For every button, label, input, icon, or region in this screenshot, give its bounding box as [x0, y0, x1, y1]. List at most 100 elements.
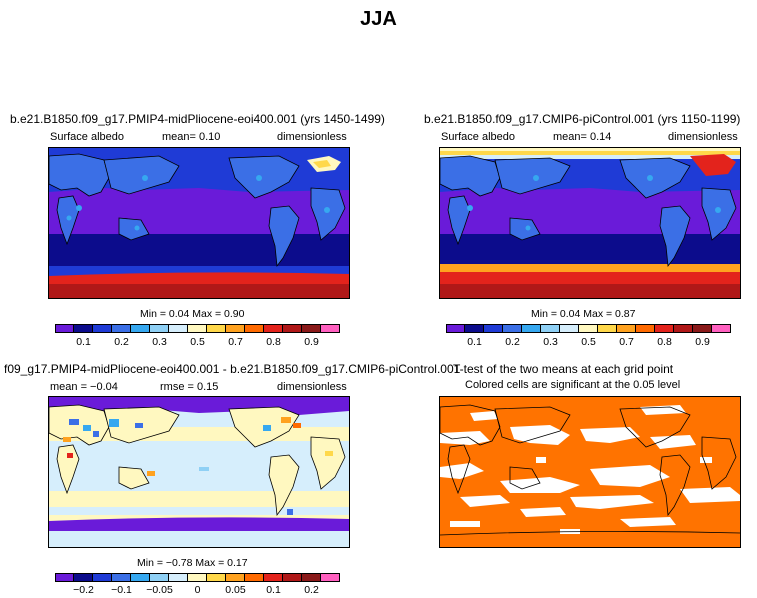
- panel-2-mean: mean= 0.14: [553, 131, 612, 143]
- colorbar-swatch: [131, 573, 150, 582]
- panel-1-colorbar-ticks: 0.1 0.2 0.3 0.5 0.7 0.8 0.9: [55, 336, 340, 350]
- colorbar-tick-label: 0: [194, 584, 201, 596]
- panel-3-colorbar-ticks: −0.2 −0.1 −0.05 0 0.05 0.1 0.2: [55, 584, 340, 598]
- colorbar-swatch: [93, 573, 112, 582]
- colorbar-swatch: [245, 324, 264, 333]
- colorbar-swatch: [188, 573, 207, 582]
- panel-2-variable: Surface albedo: [441, 131, 515, 143]
- colorbar-swatch: [321, 573, 340, 582]
- colorbar-swatch: [55, 573, 74, 582]
- continents: [440, 155, 737, 268]
- colorbar-tick-label: 0.1: [266, 584, 281, 596]
- colorbar-swatch: [226, 573, 245, 582]
- colorbar-tick-label: 0.8: [266, 336, 281, 348]
- colorbar-swatch: [150, 324, 169, 333]
- colorbar-swatch: [283, 573, 302, 582]
- australia: [118, 217, 150, 241]
- colorbar-swatch: [598, 324, 617, 333]
- colorbar-swatch: [321, 324, 340, 333]
- colorbar-tick-label: 0.1: [76, 336, 91, 348]
- colorbar-swatch: [302, 573, 321, 582]
- colorbar-swatch: [465, 324, 484, 333]
- colorbar-tick-label: 0.5: [581, 336, 596, 348]
- panel-2-colorbar: [446, 324, 731, 333]
- panel-3-map-svg: [49, 397, 349, 547]
- colorbar-tick-label: 0.7: [228, 336, 243, 348]
- colorbar-swatch: [264, 573, 283, 582]
- colorbar-swatch: [74, 324, 93, 333]
- panel-2-map: [439, 147, 741, 299]
- figure-title: JJA: [360, 8, 397, 30]
- panel-2-map-svg: [440, 148, 740, 298]
- colorbar-swatch: [207, 324, 226, 333]
- colorbar-tick-label: 0.2: [304, 584, 319, 596]
- colorbar-tick-label: 0.8: [657, 336, 672, 348]
- greenland: [690, 154, 736, 176]
- colorbar-swatch: [579, 324, 598, 333]
- panel-3-map: [48, 396, 350, 548]
- colorbar-tick-label: −0.2: [73, 584, 94, 596]
- colorbar-swatch: [55, 324, 74, 333]
- colorbar-swatch: [207, 573, 226, 582]
- colorbar-swatch: [560, 324, 579, 333]
- colorbar-tick-label: 0.7: [619, 336, 634, 348]
- panel-4-title: T-test of the two means at each grid poi…: [453, 362, 674, 376]
- colorbar-swatch: [712, 324, 731, 333]
- colorbar-tick-label: 0.9: [304, 336, 319, 348]
- colorbar-swatch: [245, 573, 264, 582]
- colorbar-tick-label: 0.05: [225, 584, 246, 596]
- colorbar-swatch: [150, 573, 169, 582]
- panel-2-colorbar-ticks: 0.1 0.2 0.3 0.5 0.7 0.8 0.9: [446, 336, 731, 350]
- colorbar-swatch: [522, 324, 541, 333]
- colorbar-swatch: [283, 324, 302, 333]
- panel-1-colorbar: [55, 324, 340, 333]
- panel-2-title: b.e21.B1850.f09_g17.CMIP6-piControl.001 …: [424, 112, 741, 126]
- colorbar-swatch: [93, 324, 112, 333]
- southern-ocean-band: [49, 234, 349, 266]
- non-significant-cells: [440, 405, 740, 534]
- panel-3-minmax: Min = −0.78 Max = 0.17: [137, 557, 248, 569]
- sea-ice-band: [49, 272, 349, 286]
- panel-3-rmse: rmse = 0.15: [160, 381, 219, 393]
- panel-1-minmax: Min = 0.04 Max = 0.90: [140, 308, 245, 320]
- colorbar-swatch: [636, 324, 655, 333]
- colorbar-tick-label: −0.05: [146, 584, 173, 596]
- panel-1-units: dimensionless: [277, 131, 347, 143]
- colorbar-swatch: [541, 324, 560, 333]
- panel-3-title: f09_g17.PMIP4-midPliocene-eoi400.001 - b…: [4, 362, 461, 376]
- colorbar-tick-label: 0.2: [114, 336, 129, 348]
- colorbar-tick-label: 0.2: [505, 336, 520, 348]
- colorbar-swatch: [503, 324, 522, 333]
- colorbar-tick-label: 0.1: [467, 336, 482, 348]
- colorbar-tick-label: 0.9: [695, 336, 710, 348]
- colorbar-tick-label: −0.1: [111, 584, 132, 596]
- colorbar-swatch: [188, 324, 207, 333]
- panel-3-units: dimensionless: [277, 381, 347, 393]
- colorbar-swatch: [674, 324, 693, 333]
- panel-1-map-svg: [49, 148, 349, 298]
- north-america: [228, 155, 300, 199]
- panel-1-mean: mean= 0.10: [162, 131, 221, 143]
- colorbar-swatch: [655, 324, 674, 333]
- panel-3-colorbar: [55, 573, 340, 582]
- colorbar-tick-label: 0.3: [543, 336, 558, 348]
- south-america: [268, 205, 300, 268]
- colorbar-swatch: [446, 324, 465, 333]
- panel-4-map: [439, 396, 741, 548]
- colorbar-swatch: [617, 324, 636, 333]
- panel-1-map: [48, 147, 350, 299]
- colorbar-swatch: [693, 324, 712, 333]
- panel-3-mean: mean = −0.04: [50, 381, 118, 393]
- colorbar-tick-label: 0.3: [152, 336, 167, 348]
- panel-2-minmax: Min = 0.04 Max = 0.87: [531, 308, 636, 320]
- panel-1-title: b.e21.B1850.f09_g17.PMIP4-midPliocene-eo…: [10, 112, 385, 126]
- colorbar-swatch: [264, 324, 283, 333]
- panel-1-variable: Surface albedo: [50, 131, 124, 143]
- colorbar-swatch: [226, 324, 245, 333]
- southern-ice-decrease: [49, 517, 349, 531]
- arctic-band: [440, 148, 740, 155]
- tropical-band: [49, 206, 349, 234]
- colorbar-swatch: [302, 324, 321, 333]
- coastlines: [440, 404, 740, 536]
- continents: [49, 153, 346, 268]
